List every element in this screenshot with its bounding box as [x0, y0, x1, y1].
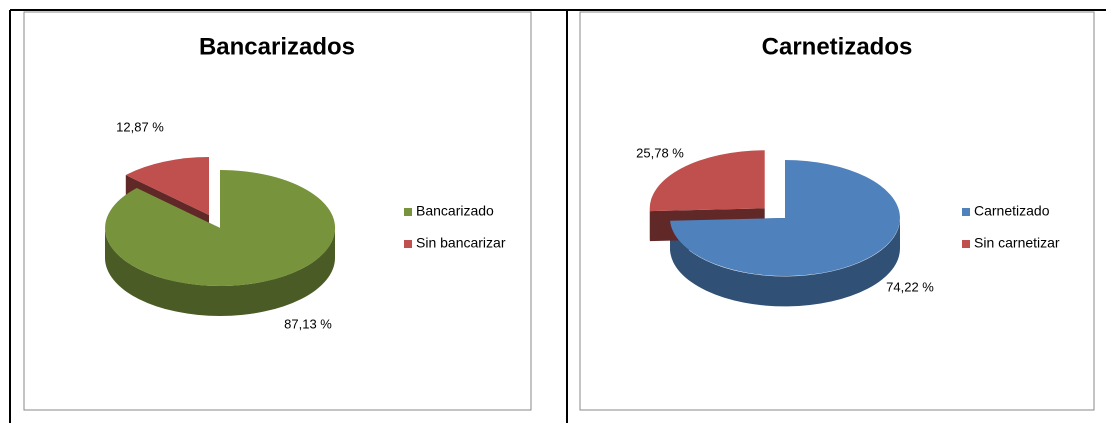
legend-label: Carnetizado — [974, 203, 1050, 219]
data-label: 87,13 % — [284, 316, 332, 331]
data-label: 12,87 % — [116, 119, 164, 134]
chart-title: Carnetizados — [762, 33, 913, 60]
legend-label: Sin bancarizar — [416, 235, 506, 251]
data-label: 74,22 % — [886, 279, 934, 294]
legend-label: Bancarizado — [416, 203, 494, 219]
legend-swatch — [962, 240, 970, 248]
legend-swatch — [404, 240, 412, 248]
chart-title: Bancarizados — [199, 33, 355, 60]
data-label: 25,78 % — [636, 145, 684, 160]
legend-swatch — [404, 208, 412, 216]
legend-label: Sin carnetizar — [974, 235, 1060, 251]
legend-swatch — [962, 208, 970, 216]
